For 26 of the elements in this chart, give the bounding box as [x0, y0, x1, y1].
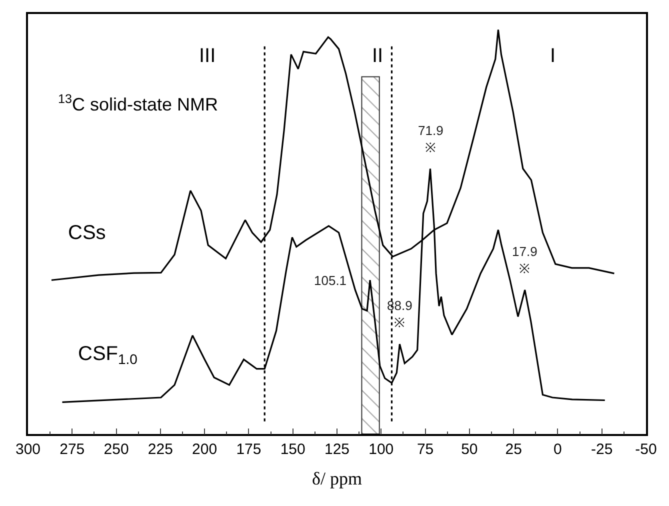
annotation: I: [550, 45, 556, 67]
x-tick-label: 250: [104, 440, 129, 458]
x-tick-label: 0: [554, 440, 562, 458]
x-tick-label: 300: [15, 440, 41, 458]
x-tick-label: 225: [148, 440, 173, 458]
x-tick-label: 125: [324, 440, 350, 458]
x-tick-label: 200: [192, 440, 218, 458]
x-tick-label: 25: [505, 440, 522, 458]
annotation: 71.9 ※: [418, 123, 444, 155]
x-tick-label: 175: [236, 440, 262, 458]
annotation: $^{13}$C solid-state NMR: [58, 92, 218, 115]
annotation: II: [372, 45, 384, 67]
x-tick-label: 75: [416, 440, 434, 458]
x-tick-label: 100: [368, 440, 394, 458]
series-label: CSF$_{1.0}$: [78, 343, 138, 368]
x-tick-label: -50: [635, 440, 657, 458]
annotation: 17.9 ※: [512, 244, 538, 276]
x-axis-title: δ/ ppm: [312, 468, 362, 488]
annotation: 105.1: [314, 273, 347, 288]
x-tick-label: 150: [280, 440, 306, 458]
x-tick-label: 50: [461, 440, 478, 458]
x-tick-label: 275: [60, 440, 85, 458]
series-label: CSs: [68, 222, 106, 244]
x-tick-label: -25: [591, 440, 613, 458]
annotation: 88.9 ※: [387, 298, 412, 330]
annotation: III: [199, 45, 216, 67]
